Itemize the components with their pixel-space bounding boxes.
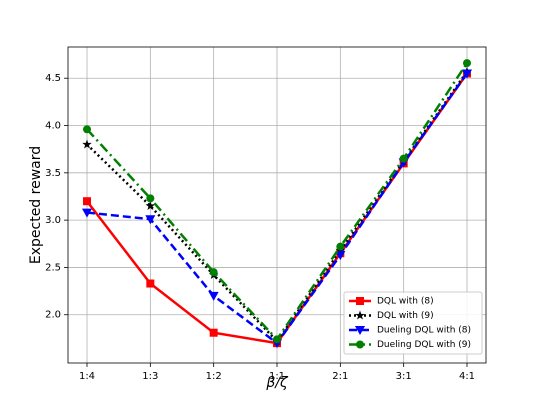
marker bbox=[146, 194, 155, 203]
marker bbox=[355, 326, 365, 335]
marker bbox=[355, 310, 365, 320]
marker bbox=[399, 154, 408, 163]
legend-label: DQL with (9) bbox=[377, 311, 434, 321]
y-tick-label: 2.0 bbox=[45, 310, 61, 321]
marker bbox=[209, 328, 218, 337]
x-tick-label: 1:4 bbox=[79, 371, 95, 382]
x-tick-label: 2:1 bbox=[332, 371, 348, 382]
marker bbox=[209, 268, 218, 277]
marker bbox=[146, 279, 155, 288]
marker bbox=[336, 242, 345, 251]
legend-label: Dueling DQL with (9) bbox=[377, 340, 471, 350]
x-tick-label: 1:1 bbox=[269, 371, 285, 382]
plot-frame bbox=[67, 46, 487, 364]
marker bbox=[82, 208, 92, 218]
marker bbox=[145, 200, 156, 210]
y-tick-label: 4.0 bbox=[45, 121, 61, 132]
marker bbox=[83, 125, 91, 134]
marker bbox=[463, 59, 471, 68]
marker bbox=[462, 69, 472, 79]
x-tick-label: 4:1 bbox=[459, 371, 475, 382]
marker bbox=[83, 197, 91, 206]
marker bbox=[273, 335, 281, 344]
x-tick-label: 1:3 bbox=[142, 371, 158, 382]
x-tick-label: 3:1 bbox=[396, 371, 412, 382]
marker bbox=[82, 139, 92, 149]
marker bbox=[335, 251, 346, 261]
marker bbox=[208, 291, 219, 301]
marker bbox=[145, 215, 156, 225]
y-axis-label: Expected reward bbox=[28, 146, 44, 264]
y-tick-label: 2.5 bbox=[45, 262, 61, 273]
y-tick-label: 3.0 bbox=[45, 215, 61, 226]
legend-label: Dueling DQL with (8) bbox=[377, 326, 471, 336]
legend-box bbox=[343, 291, 483, 355]
x-axis-label: β/ζ bbox=[265, 375, 289, 391]
marker bbox=[356, 340, 364, 349]
y-tick-label: 3.5 bbox=[45, 168, 61, 179]
legend-label: DQL with (8) bbox=[377, 297, 434, 307]
x-tick-label: 1:2 bbox=[206, 371, 222, 382]
marker bbox=[356, 297, 364, 305]
y-tick-label: 4.5 bbox=[45, 73, 61, 84]
